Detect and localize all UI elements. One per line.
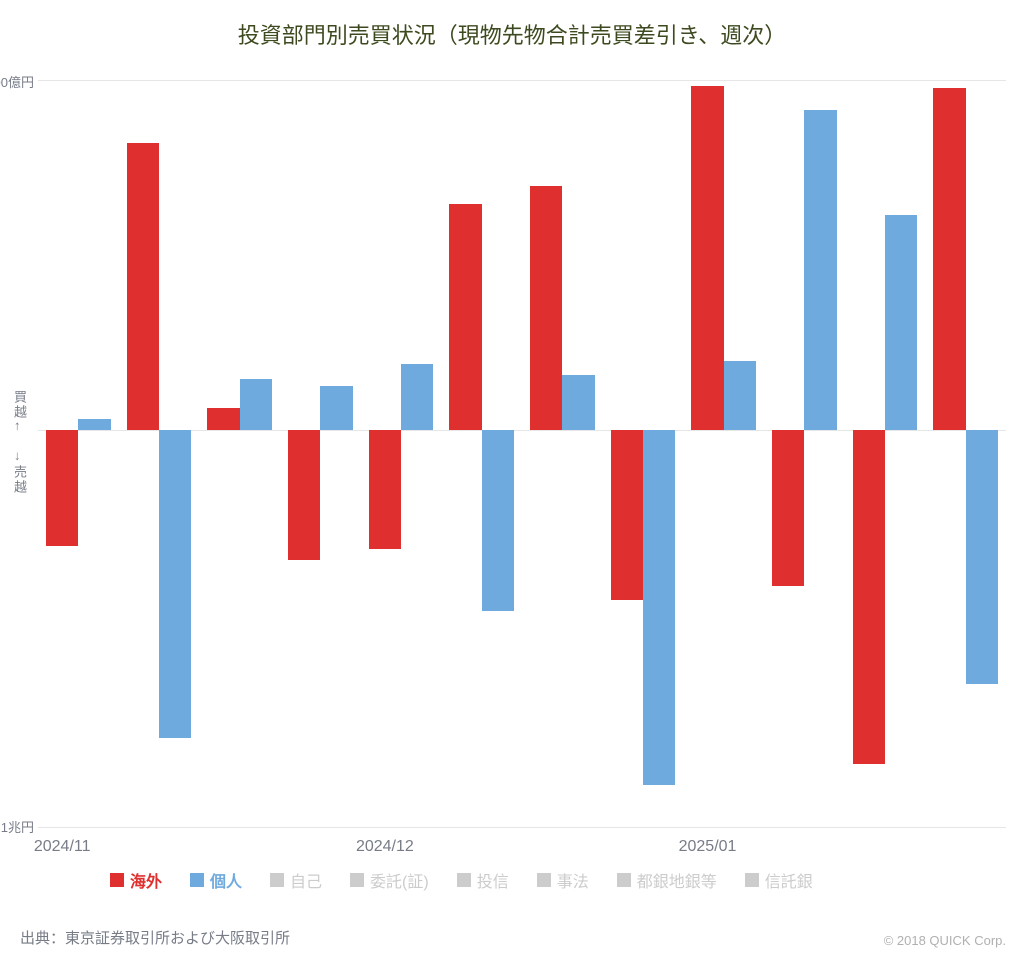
legend-swatch bbox=[350, 873, 364, 887]
source-note: 出典：東京証券取引所および大阪取引所 bbox=[20, 927, 290, 948]
y-axis-note: 買越← →売越 bbox=[10, 390, 29, 495]
x-axis-label: 2025/01 bbox=[679, 838, 737, 856]
legend-item-jiko[interactable]: 自己 bbox=[270, 868, 322, 892]
legend-swatch bbox=[457, 873, 471, 887]
bar-kojin bbox=[966, 430, 998, 684]
legend-swatch bbox=[110, 873, 124, 887]
bar-kaigai bbox=[691, 86, 723, 429]
bar-kaigai bbox=[127, 143, 159, 430]
bar-kojin bbox=[320, 386, 352, 430]
bar-kojin bbox=[724, 361, 756, 430]
bar-kojin bbox=[159, 430, 191, 739]
legend-swatch bbox=[190, 873, 204, 887]
legend-label: 個人 bbox=[210, 868, 242, 892]
x-axis-label: 2024/11 bbox=[34, 838, 91, 856]
bar-kaigai bbox=[369, 430, 401, 550]
legend-label: 海外 bbox=[130, 868, 162, 892]
legend-item-itaku[interactable]: 委託(証) bbox=[350, 868, 429, 892]
legend-item-toshin[interactable]: 投信 bbox=[457, 868, 509, 892]
bar-kaigai bbox=[933, 88, 965, 429]
legend-label: 自己 bbox=[290, 868, 322, 892]
legend-label: 信託銀 bbox=[765, 868, 813, 892]
legend-item-shintaku[interactable]: 信託銀 bbox=[745, 868, 813, 892]
legend-label: 事法 bbox=[557, 868, 589, 892]
bar-kojin bbox=[562, 375, 594, 429]
copyright: © 2018 QUICK Corp. bbox=[884, 933, 1006, 948]
legend-label: 都銀地銀等 bbox=[637, 868, 717, 892]
y-bottom-label: -1.1兆円 bbox=[0, 817, 34, 836]
bar-kojin bbox=[482, 430, 514, 612]
legend-swatch bbox=[617, 873, 631, 887]
legend-item-kojin[interactable]: 個人 bbox=[190, 868, 242, 892]
chart-title: 投資部門別売買状況（現物先物合計売買差引き、週次） bbox=[0, 0, 1024, 50]
bar-kojin bbox=[885, 215, 917, 429]
bar-kaigai bbox=[207, 408, 239, 430]
bar-kaigai bbox=[46, 430, 78, 546]
legend-item-togin[interactable]: 都銀地銀等 bbox=[617, 868, 717, 892]
y-top-label: 9,600億円 bbox=[0, 72, 34, 91]
bar-kojin bbox=[643, 430, 675, 786]
legend-item-jiho[interactable]: 事法 bbox=[537, 868, 589, 892]
bar-kaigai bbox=[449, 204, 481, 429]
plot-region bbox=[38, 80, 1006, 828]
bar-kojin bbox=[78, 419, 110, 430]
legend-label: 投信 bbox=[477, 868, 509, 892]
bar-kaigai bbox=[611, 430, 643, 601]
x-axis-label: 2024/12 bbox=[356, 838, 414, 856]
legend-label: 委託(証) bbox=[370, 868, 429, 892]
legend-item-kaigai[interactable]: 海外 bbox=[110, 868, 162, 892]
legend-swatch bbox=[270, 873, 284, 887]
chart-area: 9,600億円 -1.1兆円 買越← →売越 2024/112024/12202… bbox=[38, 80, 1006, 828]
bar-kojin bbox=[401, 364, 433, 429]
legend: 海外 個人 自己 委託(証) 投信 事法 都銀地銀等 信託銀 bbox=[110, 868, 990, 898]
bar-kojin bbox=[240, 379, 272, 430]
bar-kaigai bbox=[288, 430, 320, 561]
legend-swatch bbox=[745, 873, 759, 887]
bar-kaigai bbox=[772, 430, 804, 586]
bar-kaigai bbox=[530, 186, 562, 429]
legend-swatch bbox=[537, 873, 551, 887]
bar-kojin bbox=[804, 110, 836, 430]
bar-kaigai bbox=[853, 430, 885, 764]
